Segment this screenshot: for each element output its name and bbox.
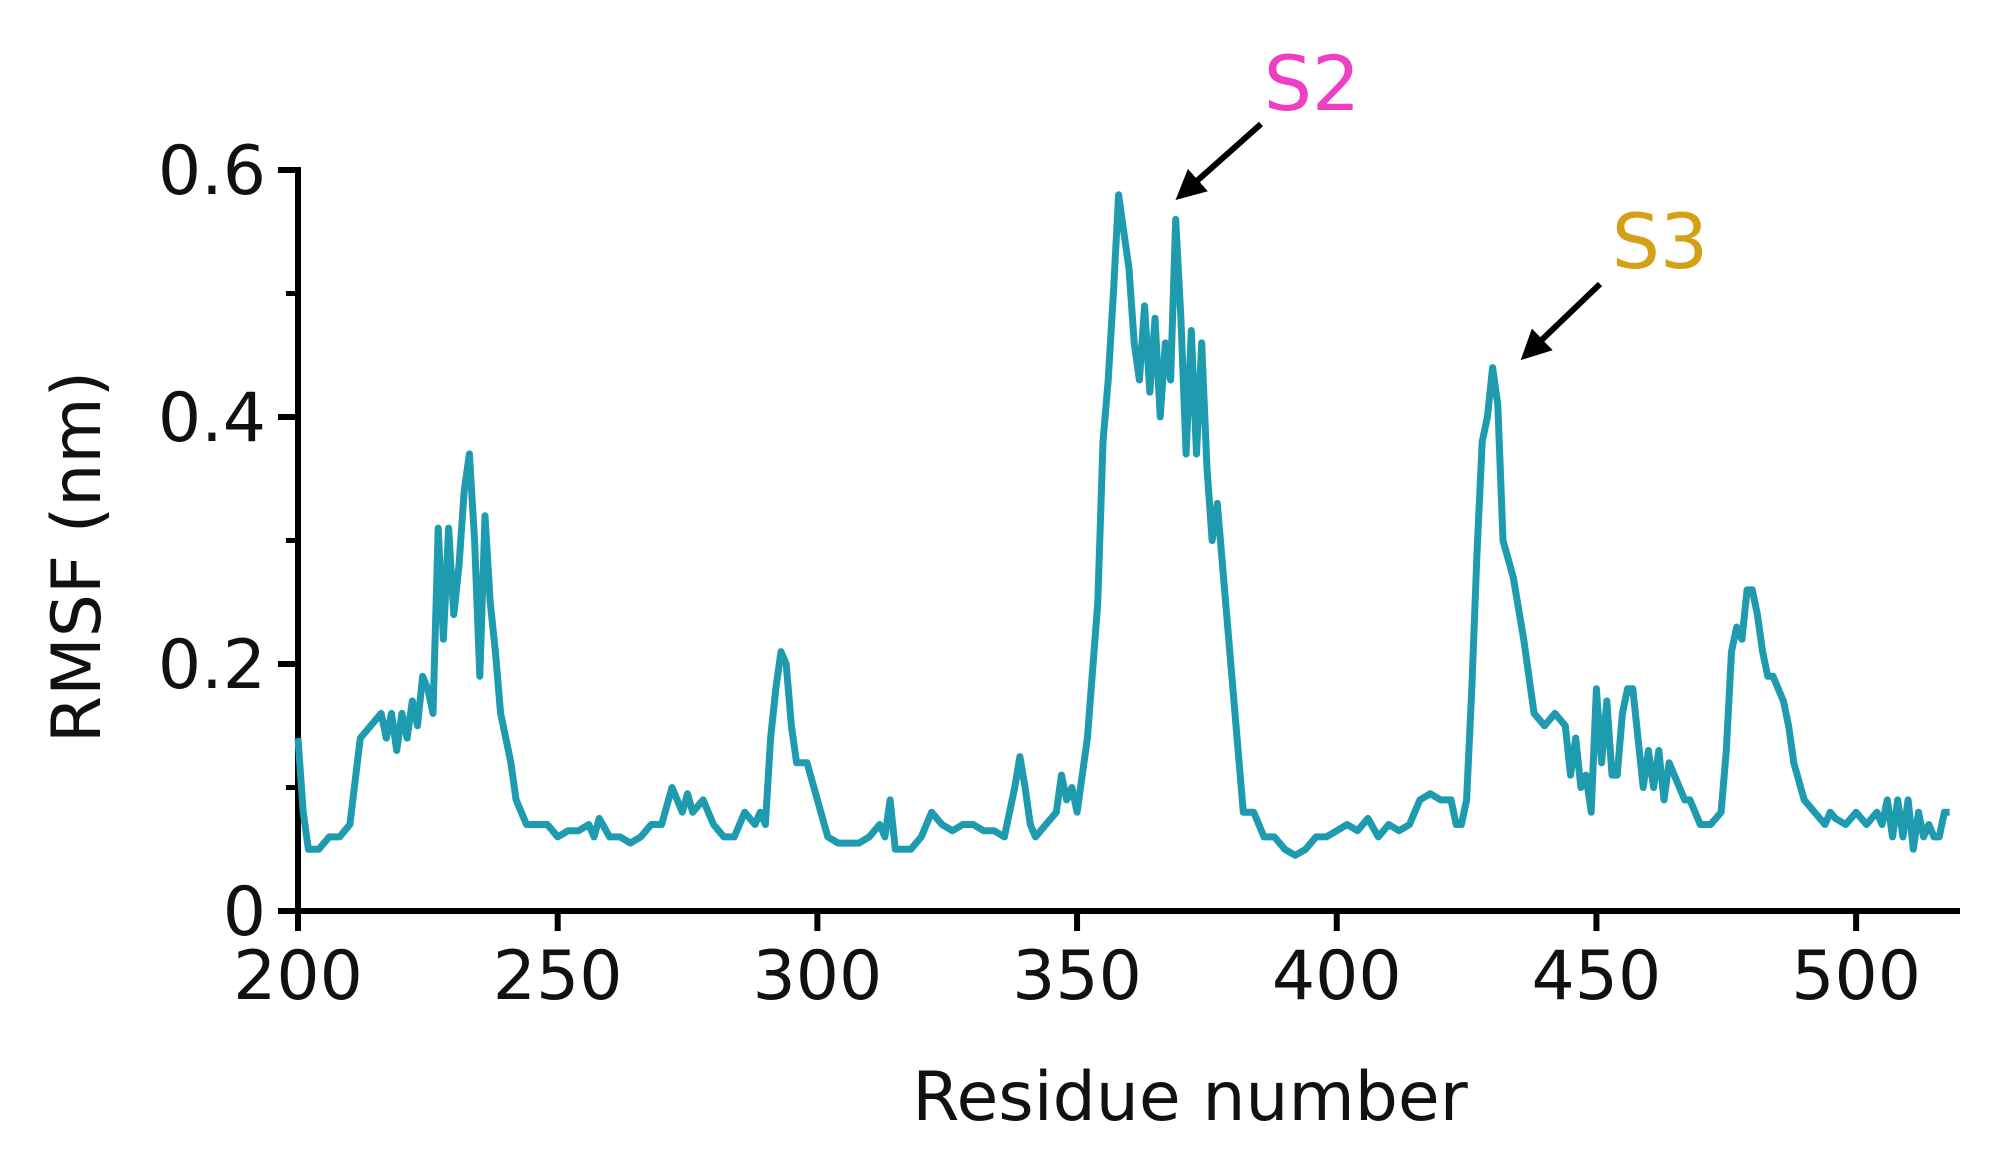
y-axis-title: RMSF (nm) xyxy=(38,371,117,743)
x-tick-label: 250 xyxy=(493,937,623,1016)
x-tick-label: 350 xyxy=(1012,937,1142,1016)
x-tick-label: 500 xyxy=(1791,937,1921,1016)
annotation: S3 xyxy=(1612,197,1709,286)
y-tick-label: 0.2 xyxy=(158,626,266,705)
annotation-arrow xyxy=(1520,281,1603,361)
y-tick-label: 0 xyxy=(223,873,266,952)
x-axis-title: Residue number xyxy=(912,1058,1467,1137)
x-tick-label: 300 xyxy=(752,937,882,1016)
annotation: S2 xyxy=(1264,39,1361,128)
y-tick-label: 0.6 xyxy=(158,132,266,211)
x-tick-label: 450 xyxy=(1532,937,1662,1016)
x-tick-label: 200 xyxy=(233,937,363,1016)
x-tick-label: 400 xyxy=(1272,937,1402,1016)
annotation-arrow xyxy=(1175,121,1263,200)
y-tick-label: 0.4 xyxy=(158,379,266,458)
data-line xyxy=(294,191,1950,859)
